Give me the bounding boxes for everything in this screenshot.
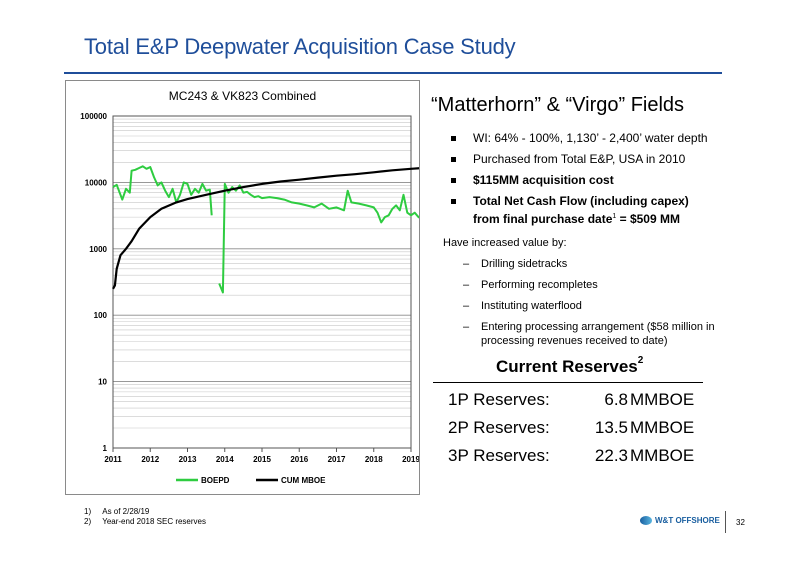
y-tick-label: 10 bbox=[98, 378, 107, 387]
dash-bullet-icon: – bbox=[463, 258, 470, 270]
y-tick-label: 1 bbox=[103, 444, 108, 453]
value-heading: Have increased value by: bbox=[443, 237, 567, 249]
value-item: – Instituting waterflood bbox=[463, 299, 733, 313]
x-tick-label: 2011 bbox=[104, 455, 122, 464]
reserves-value: 13.5 bbox=[594, 418, 628, 437]
legend-label-cum-mboe: CUM MBOE bbox=[281, 476, 326, 485]
value-item: – Drilling sidetracks bbox=[463, 257, 733, 271]
bullet-item: Total Net Cash Flow (including capex) fro… bbox=[451, 194, 741, 227]
x-tick-label: 2015 bbox=[253, 455, 271, 464]
chart-title: MC243 & VK823 Combined bbox=[168, 89, 317, 103]
square-bullet-icon bbox=[451, 199, 456, 204]
dash-bullet-icon: – bbox=[463, 321, 470, 333]
reserves-unit: MMBOE bbox=[630, 418, 695, 437]
reserves-label: 3P Reserves: bbox=[448, 446, 550, 465]
bullet-item: $115MM acquisition cost bbox=[451, 173, 741, 188]
series-line-cum-mboe bbox=[112, 167, 419, 290]
logo-icon bbox=[640, 516, 652, 525]
y-tick-label: 1000 bbox=[89, 245, 107, 254]
series-line-boepd bbox=[112, 165, 213, 216]
footnote-marker: 1 bbox=[612, 213, 617, 220]
value-list: – Drilling sidetracks – Performing recompl… bbox=[463, 257, 733, 355]
legend-label-boepd: BOEPD bbox=[201, 476, 230, 485]
series-line-boepd bbox=[218, 182, 419, 294]
footnote-2: 2) Year-end 2018 SEC reserves bbox=[84, 517, 206, 526]
square-bullet-icon bbox=[451, 157, 456, 162]
reserves-label: 1P Reserves: bbox=[448, 390, 550, 409]
fields-bullet-list: WI: 64% - 100%, 1,130’ - 2,400’ water de… bbox=[451, 131, 741, 233]
reserves-unit: MMBOE bbox=[630, 390, 695, 409]
footnote-marker: 2 bbox=[637, 355, 644, 367]
reserves-row-1p: 1P Reserves: 6.8 MMBOE bbox=[448, 390, 708, 414]
x-tick-label: 2012 bbox=[141, 455, 159, 464]
bullet-text: WI: 64% - 100%, 1,130’ - 2,400’ water de… bbox=[473, 131, 708, 145]
reserves-divider bbox=[433, 382, 703, 383]
x-tick-label: 2018 bbox=[365, 455, 383, 464]
x-tick-label: 2019 bbox=[402, 455, 419, 464]
bullet-text: Purchased from Total E&P, USA in 2010 bbox=[473, 152, 686, 166]
x-tick-label: 2014 bbox=[216, 455, 234, 464]
value-item-text: Instituting waterflood bbox=[481, 300, 582, 312]
reserves-value: 22.3 bbox=[594, 446, 628, 465]
square-bullet-icon bbox=[451, 136, 456, 141]
y-tick-label: 10000 bbox=[85, 178, 108, 187]
reserves-row-2p: 2P Reserves: 13.5 MMBOE bbox=[448, 418, 708, 442]
value-item-text: Drilling sidetracks bbox=[481, 258, 568, 270]
value-item: – Performing recompletes bbox=[463, 278, 733, 292]
x-tick-label: 2016 bbox=[290, 455, 308, 464]
value-item-text: Entering processing arrangement ($58 mil… bbox=[481, 321, 715, 347]
plot-frame bbox=[112, 115, 412, 449]
slide-title: Total E&P Deepwater Acquisition Case Stu… bbox=[84, 34, 516, 59]
square-bullet-icon bbox=[451, 178, 456, 183]
production-chart: MC243 & VK823 Combined 1 10 100 1000 10000 10… bbox=[65, 80, 420, 495]
logo-text: W&T OFFSHORE bbox=[655, 516, 720, 525]
footnote-1: 1) As of 2/28/19 bbox=[84, 507, 150, 516]
bullet-item: WI: 64% - 100%, 1,130’ - 2,400’ water de… bbox=[451, 131, 741, 146]
footer-divider bbox=[725, 511, 726, 533]
bullet-text-line1: Total Net Cash Flow (including capex) bbox=[473, 194, 689, 208]
y-tick-label: 100000 bbox=[80, 112, 107, 121]
company-logo: W&T OFFSHORE bbox=[640, 516, 720, 525]
reserves-row-3p: 3P Reserves: 22.3 MMBOE bbox=[448, 446, 708, 470]
x-tick-label: 2017 bbox=[328, 455, 346, 464]
reserves-unit: MMBOE bbox=[630, 446, 695, 465]
reserves-value: 6.8 bbox=[604, 390, 628, 409]
value-item: – Entering processing arrangement ($58 mi… bbox=[463, 320, 733, 348]
value-item-text: Performing recompletes bbox=[481, 279, 598, 291]
page-number: 32 bbox=[736, 518, 745, 527]
chart-svg: 1 10 100 1000 10000 100000 2011 2012 2013 2014 201… bbox=[80, 112, 419, 485]
bullet-text: $115MM acquisition cost bbox=[473, 173, 614, 187]
x-tick-label: 2013 bbox=[179, 455, 197, 464]
reserves-title: Current Reserves2 bbox=[496, 355, 644, 377]
title-divider bbox=[64, 72, 722, 74]
bullet-text-line2a: from final purchase date bbox=[473, 212, 613, 226]
dash-bullet-icon: – bbox=[463, 300, 470, 312]
bullet-text-line2b: = $509 MM bbox=[616, 212, 680, 226]
y-tick-label: 100 bbox=[94, 311, 108, 320]
bullet-item: Purchased from Total E&P, USA in 2010 bbox=[451, 152, 741, 167]
fields-heading: “Matterhorn” & “Virgo” Fields bbox=[431, 94, 685, 116]
dash-bullet-icon: – bbox=[463, 279, 470, 291]
footnotes: 1) As of 2/28/19 2) Year-end 2018 SEC re… bbox=[84, 507, 206, 527]
reserves-label: 2P Reserves: bbox=[448, 418, 550, 437]
reserves-title-text: Current Reserves bbox=[496, 357, 638, 376]
